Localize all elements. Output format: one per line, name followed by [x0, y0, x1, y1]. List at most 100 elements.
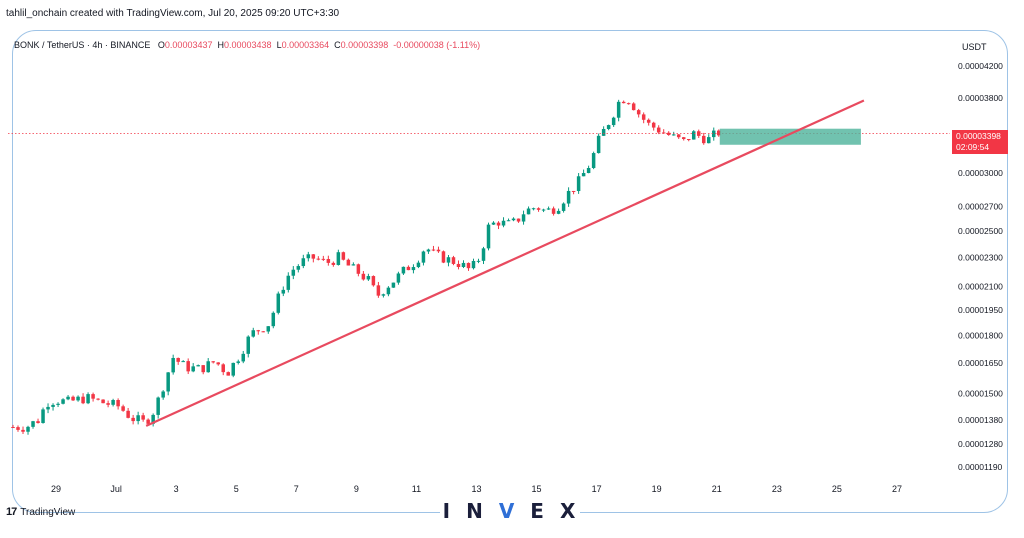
high-value: 0.00003438 — [224, 40, 272, 50]
open-value: 0.00003437 — [164, 40, 213, 50]
candle-body — [216, 362, 220, 365]
invex-letter: N — [466, 499, 485, 523]
low-label: L — [276, 40, 282, 50]
candle-body — [681, 137, 686, 140]
y-axis: 0.00004200 0.00003800 0.00003000 0.00002700… — [958, 61, 1003, 472]
y-tick-label: 0.00001650 — [958, 358, 1003, 368]
tradingview-label: TradingView — [20, 506, 76, 518]
candle-body — [351, 264, 356, 266]
candle-body — [161, 391, 165, 398]
x-tick-label: 7 — [294, 484, 299, 494]
change-value: -0.00000038 (-1.11%) — [393, 40, 481, 50]
candle-body — [21, 429, 25, 432]
candle-body — [16, 427, 20, 430]
candle-body — [601, 129, 606, 136]
invex-watermark: I N V E X — [440, 496, 580, 526]
candle-body — [401, 266, 406, 274]
y-tick-label: 0.00003800 — [958, 93, 1003, 103]
support-zone — [719, 128, 861, 145]
x-tick-label: 13 — [471, 484, 481, 494]
candle-body — [81, 396, 85, 404]
candle-body — [631, 103, 636, 111]
candle-body — [56, 403, 60, 405]
candle-body — [11, 427, 15, 429]
candle-body — [426, 249, 431, 252]
candle-body — [581, 173, 586, 177]
bar-countdown: 02:09:54 — [956, 142, 990, 152]
candle-body — [431, 249, 436, 251]
candle-body — [646, 119, 651, 123]
candle-body — [481, 248, 486, 261]
candle-body — [46, 406, 50, 410]
candle-body — [136, 415, 140, 422]
symbol-legend: BONK / TetherUS · 4h · BINANCE O0.000034… — [14, 40, 480, 50]
candle-body — [231, 362, 235, 376]
y-tick-label: 0.00003000 — [958, 168, 1003, 178]
candle-body — [146, 419, 150, 424]
candle-body — [456, 263, 461, 268]
candle-body — [236, 361, 240, 363]
tradingview-logo[interactable]: 17 TradingView — [6, 506, 75, 518]
candle-body — [616, 101, 621, 118]
current-price-tag: 0.00003398 02:09:54 — [952, 130, 1008, 154]
y-tick-label: 0.00001190 — [958, 462, 1003, 472]
candle-body — [596, 135, 601, 154]
candle-body — [26, 426, 30, 432]
candle-body — [717, 130, 721, 136]
candle-body — [366, 276, 371, 280]
candle-body — [556, 210, 561, 214]
candle-body — [516, 218, 521, 222]
candle-body — [381, 294, 386, 296]
candle-body — [101, 399, 105, 404]
x-tick-label: 15 — [532, 484, 542, 494]
candle-body — [196, 365, 200, 367]
candle-body — [641, 114, 646, 120]
candle-body — [691, 131, 696, 140]
candle-body — [461, 262, 466, 268]
candle-body — [121, 406, 125, 411]
candle-body — [712, 130, 716, 138]
x-tick-label: Jul — [110, 484, 122, 494]
candle-body — [131, 417, 135, 422]
candle-body — [606, 125, 611, 130]
candle-body — [436, 249, 441, 252]
candle-body — [701, 135, 706, 144]
candle-body — [116, 400, 120, 407]
candle-body — [336, 252, 341, 265]
candle-body — [476, 260, 481, 262]
ascending-trendline — [145, 99, 865, 427]
chart-overlays — [8, 99, 950, 427]
high-label: H — [217, 40, 225, 50]
candle-body — [371, 276, 376, 286]
candle-body — [286, 275, 291, 290]
candle-body — [276, 293, 281, 313]
y-tick-label: 0.00001800 — [958, 331, 1003, 341]
close-value: 0.00003398 — [340, 40, 389, 50]
candle-body — [31, 421, 35, 427]
y-tick-label: 0.00001280 — [958, 439, 1003, 449]
x-tick-label: 25 — [832, 484, 842, 494]
candle-body — [291, 269, 296, 276]
x-tick-label: 21 — [712, 484, 722, 494]
candle-body — [66, 396, 70, 400]
candle-body — [86, 394, 90, 404]
low-value: 0.00003364 — [281, 40, 330, 50]
candle-body — [266, 326, 271, 332]
candle-body — [571, 190, 576, 192]
candle-body — [626, 103, 631, 105]
candle-body — [361, 273, 366, 280]
candle-body — [36, 421, 40, 423]
candle-body — [591, 153, 596, 169]
candle-body — [526, 208, 531, 215]
candlestick-series — [11, 99, 721, 435]
candle-body — [256, 330, 261, 332]
candle-body — [311, 254, 316, 259]
symbol-name[interactable]: BONK / TetherUS · 4h · BINANCE — [14, 40, 151, 50]
candle-body — [281, 289, 286, 294]
invex-letter: E — [530, 499, 546, 523]
x-tick-label: 3 — [174, 484, 179, 494]
candle-body — [261, 331, 266, 333]
candle-body — [531, 208, 536, 210]
candle-body — [206, 361, 210, 373]
